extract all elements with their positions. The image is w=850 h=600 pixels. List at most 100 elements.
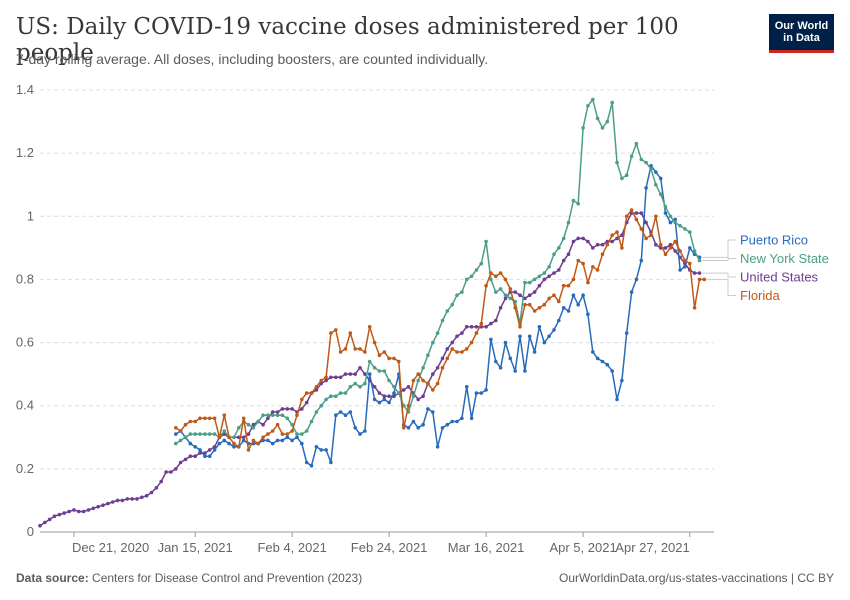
data-point xyxy=(464,277,469,282)
data-point xyxy=(416,426,421,430)
data-point xyxy=(334,394,338,399)
data-point xyxy=(338,391,343,395)
data-point xyxy=(198,432,202,436)
data-point xyxy=(464,347,469,351)
data-point xyxy=(207,432,212,436)
data-point xyxy=(372,385,377,389)
data-point xyxy=(329,375,333,380)
data-point xyxy=(595,116,600,121)
data-point xyxy=(663,211,668,215)
data-point xyxy=(440,366,445,370)
data-point xyxy=(474,331,479,335)
data-point xyxy=(348,385,353,389)
data-point xyxy=(644,236,648,241)
data-point xyxy=(363,381,367,386)
data-point xyxy=(309,391,314,395)
data-point xyxy=(479,321,484,326)
data-point xyxy=(295,432,299,436)
x-tick-label: Feb 24, 2021 xyxy=(351,540,428,555)
data-point xyxy=(440,318,445,323)
data-point xyxy=(552,293,556,298)
data-point xyxy=(513,290,517,294)
data-point xyxy=(193,419,197,424)
data-point xyxy=(658,192,663,196)
data-point xyxy=(290,438,294,443)
data-point xyxy=(435,366,440,370)
data-point xyxy=(52,514,57,518)
data-point xyxy=(348,410,353,414)
data-point xyxy=(67,509,71,514)
data-point xyxy=(663,246,668,250)
data-point xyxy=(217,441,222,446)
owid-logo[interactable]: Our World in Data xyxy=(769,14,834,53)
data-point xyxy=(377,369,382,373)
data-point xyxy=(542,277,547,282)
data-point xyxy=(343,413,348,418)
data-point xyxy=(503,277,508,282)
data-point xyxy=(304,460,309,465)
data-point xyxy=(673,239,677,244)
data-point xyxy=(484,388,488,392)
data-point xyxy=(527,280,532,285)
data-point xyxy=(527,302,532,307)
data-point xyxy=(566,283,571,288)
data-point xyxy=(372,340,377,345)
data-point xyxy=(561,236,566,241)
data-point xyxy=(421,394,425,399)
legend-connector xyxy=(702,239,736,258)
data-point xyxy=(688,261,692,266)
data-point xyxy=(673,220,677,225)
data-point xyxy=(203,432,207,436)
data-point xyxy=(484,239,488,244)
data-point xyxy=(174,426,178,430)
data-point xyxy=(702,277,707,282)
x-tick-label: Dec 21, 2020 xyxy=(72,540,149,555)
data-point xyxy=(174,441,178,446)
data-point xyxy=(610,100,614,105)
data-point xyxy=(222,438,227,443)
data-point xyxy=(547,296,551,301)
data-point xyxy=(474,325,479,329)
data-point xyxy=(251,438,256,443)
data-point xyxy=(644,160,648,165)
data-point xyxy=(47,517,52,522)
data-point xyxy=(372,366,377,370)
legend-connector xyxy=(702,272,736,278)
data-point xyxy=(455,350,459,354)
data-point xyxy=(363,350,367,354)
data-source-label: Data source: xyxy=(16,571,89,585)
data-point xyxy=(547,265,551,269)
data-point xyxy=(367,359,372,364)
data-point xyxy=(348,372,353,376)
data-point xyxy=(62,511,66,515)
data-point xyxy=(600,242,605,247)
data-point xyxy=(319,448,324,452)
source-url[interactable]: OurWorldinData.org/us-states-vaccination… xyxy=(559,571,834,585)
data-point xyxy=(513,306,517,310)
data-point xyxy=(227,441,231,446)
data-point xyxy=(445,347,450,351)
data-point xyxy=(334,328,338,332)
series-line xyxy=(175,165,700,467)
data-point xyxy=(610,369,614,373)
data-point xyxy=(678,224,682,228)
data-point xyxy=(382,369,387,373)
y-axis: 0 0.2 0.4 0.6 0.8 1 1.2 1.4 xyxy=(16,82,34,539)
data-point xyxy=(571,198,576,203)
data-point xyxy=(300,441,304,446)
data-point xyxy=(377,391,382,395)
data-point xyxy=(324,448,328,452)
data-point xyxy=(348,331,353,335)
data-point xyxy=(600,126,605,130)
y-tick-label: 0 xyxy=(27,524,34,539)
data-point xyxy=(324,375,328,380)
data-point xyxy=(537,306,542,310)
data-point xyxy=(435,331,440,335)
data-point xyxy=(615,230,619,234)
data-point xyxy=(411,419,416,424)
data-point xyxy=(353,426,358,430)
data-point xyxy=(576,236,580,241)
data-point xyxy=(406,403,411,408)
data-point xyxy=(198,416,202,421)
data-point xyxy=(455,419,459,424)
